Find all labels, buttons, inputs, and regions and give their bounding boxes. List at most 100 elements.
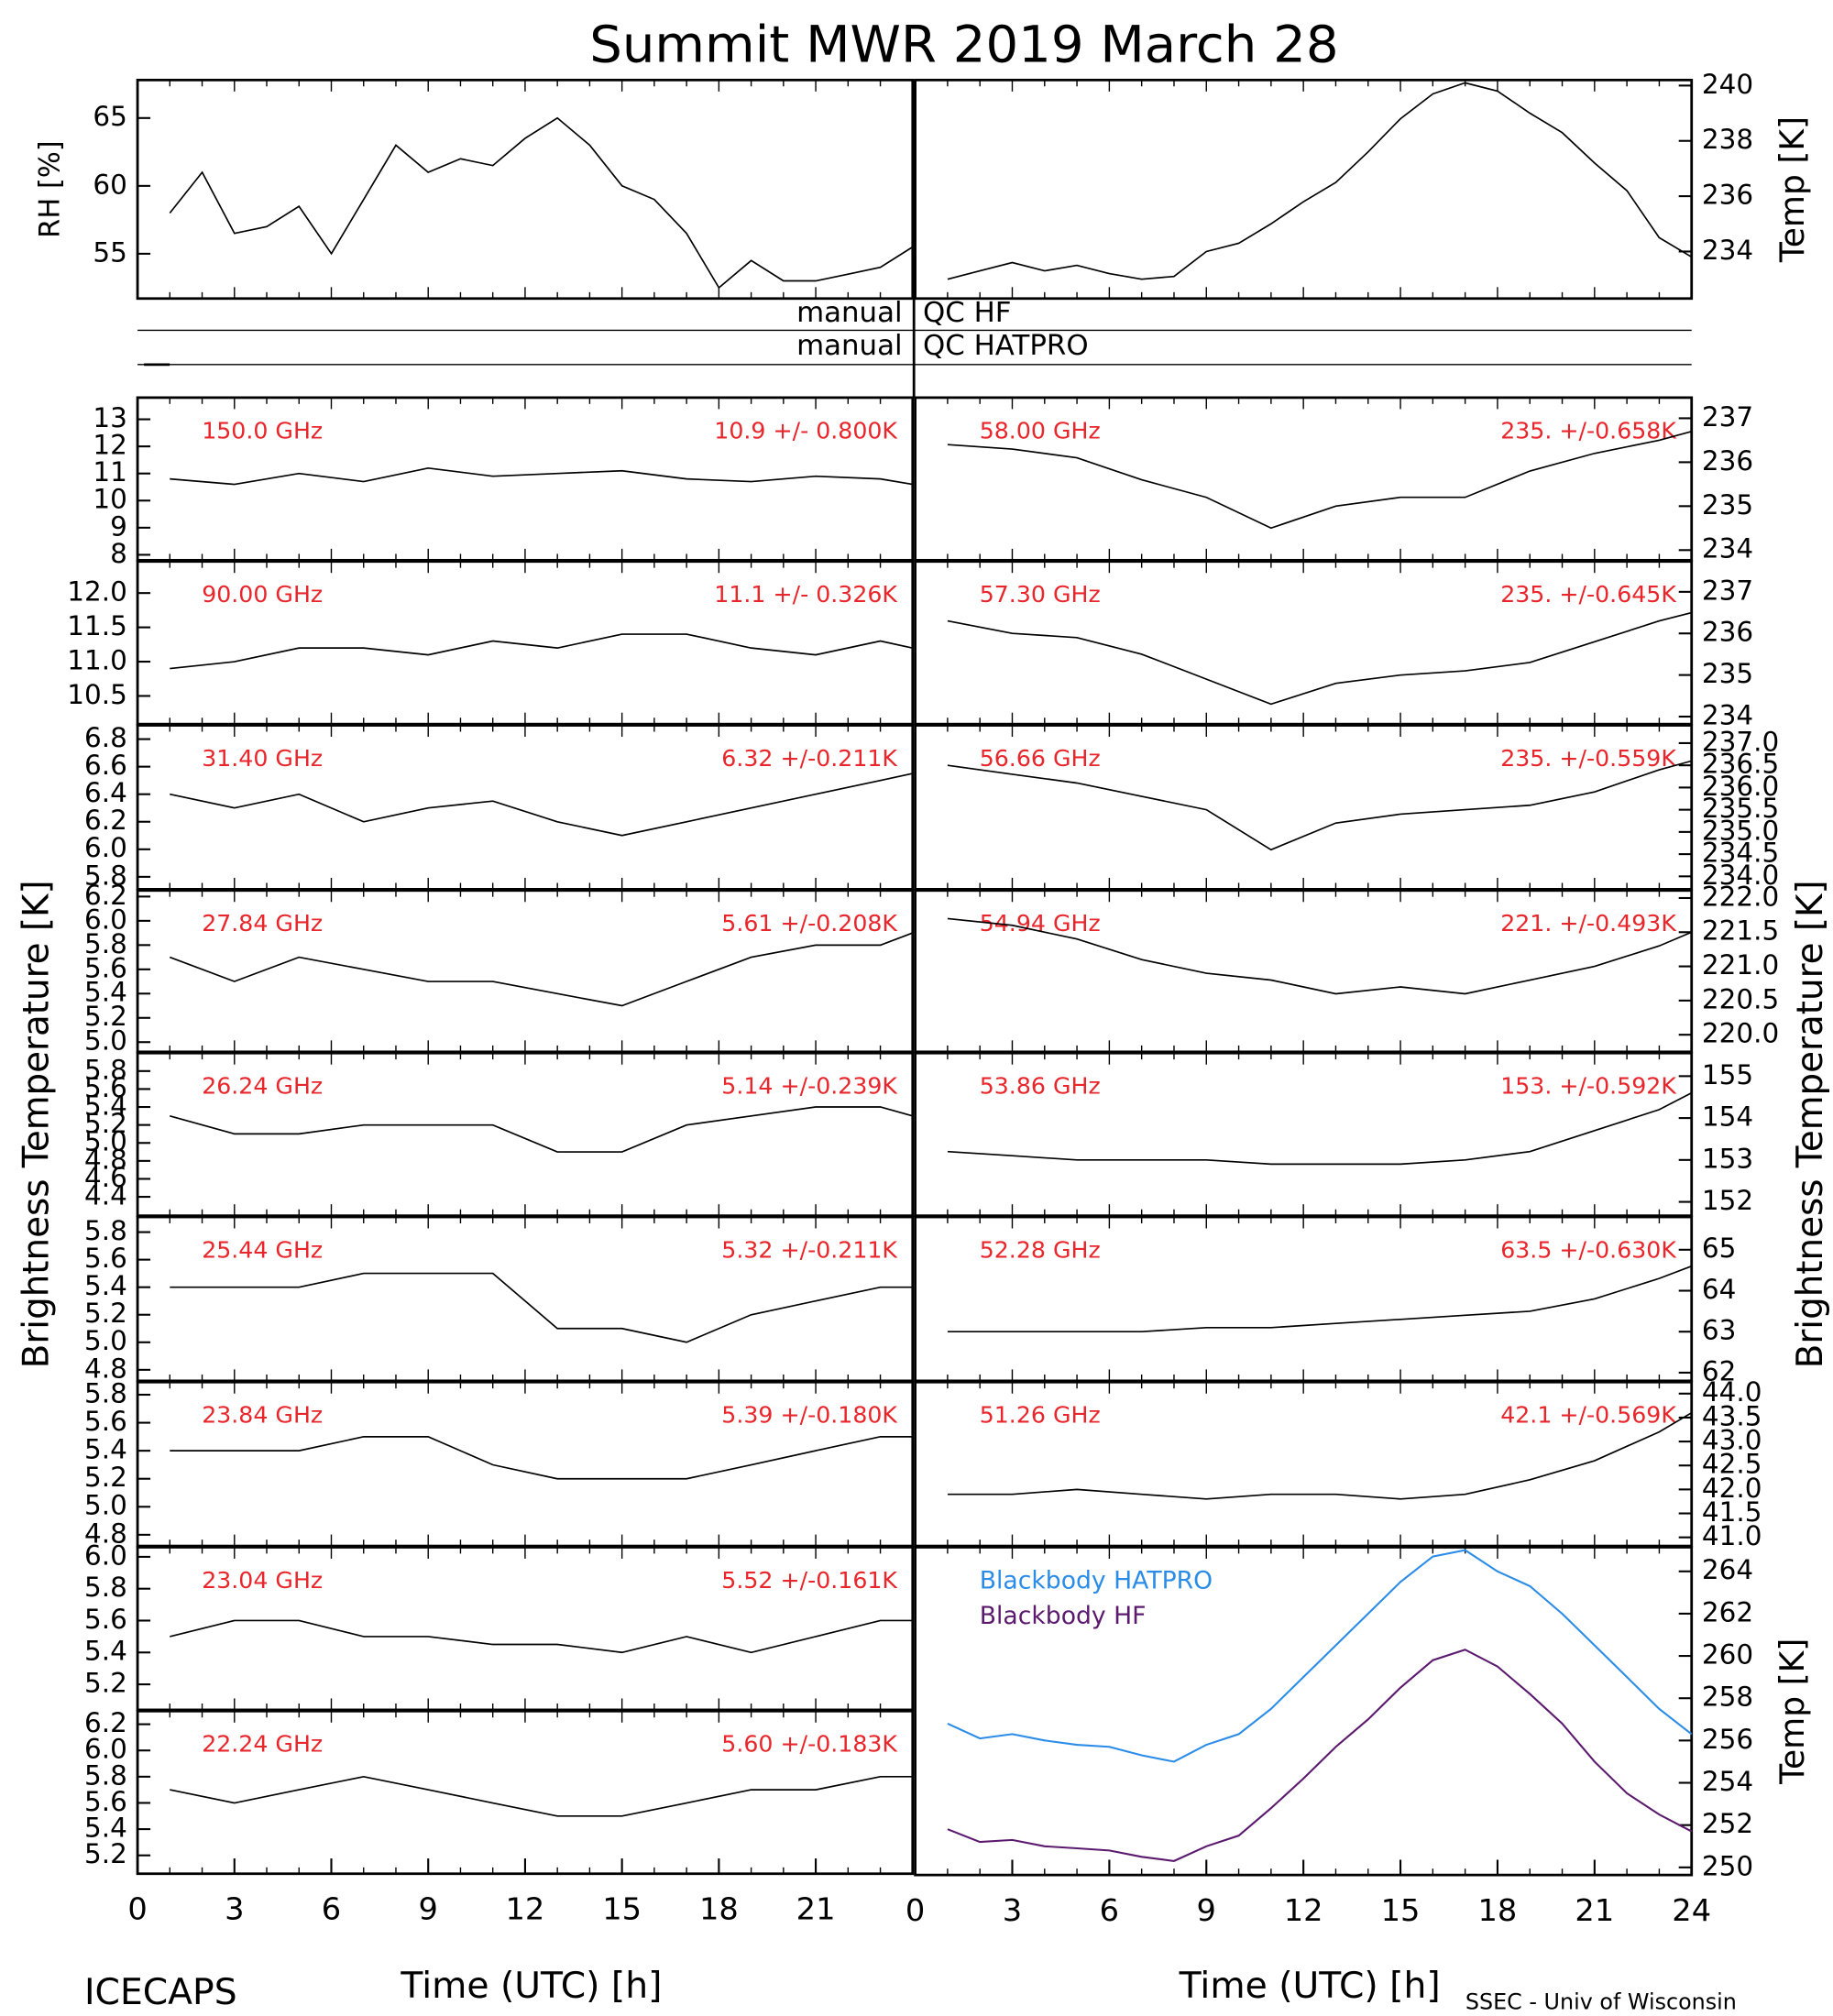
y-tick-label: 8	[110, 538, 127, 569]
legend-entry: Blackbody HATPRO	[980, 1566, 1213, 1594]
y-tick-label: 5.6	[84, 1072, 127, 1103]
y-tick-label: 235	[1702, 658, 1753, 689]
y-tick-label: 153	[1702, 1143, 1753, 1174]
y-axis-label: Brightness Temperature [K]	[1790, 880, 1831, 1368]
channel-stats: 5.60 +/-0.183K	[721, 1731, 897, 1758]
panel-frame	[914, 78, 1694, 301]
channel-stats: 5.14 +/-0.239K	[721, 1073, 897, 1100]
channel-label: 90.00 GHz	[202, 581, 323, 608]
x-tick-label: 6	[322, 1891, 341, 1927]
y-tick-label: 5.6	[84, 1406, 127, 1437]
y-tick-label: 236.5	[1702, 749, 1779, 780]
channel-label: 31.40 GHz	[202, 745, 323, 772]
y-tick-label: 262	[1702, 1597, 1753, 1628]
y-axis-label: Brightness Temperature [K]	[16, 880, 57, 1368]
data-line	[947, 82, 1693, 280]
figure-title: Summit MWR 2019 March 28	[589, 16, 1338, 75]
y-tick-label: 234	[1702, 235, 1753, 266]
data-line	[170, 1619, 913, 1654]
y-tick-label: 42.5	[1702, 1449, 1762, 1480]
data-line	[170, 1436, 913, 1480]
y-tick-label: 42.0	[1702, 1473, 1762, 1504]
channel-label: 53.86 GHz	[980, 1073, 1101, 1100]
y-tick-label: 5.4	[84, 1270, 127, 1301]
data-line	[947, 760, 1692, 851]
y-tick-label: 5.2	[84, 1298, 127, 1329]
y-axis-label: RH [%]	[34, 140, 66, 238]
y-tick-label: 237.0	[1702, 727, 1779, 758]
x-tick-label: 21	[1575, 1892, 1614, 1928]
data-line	[170, 772, 913, 837]
y-tick-label: 6.8	[84, 722, 127, 753]
x-tick-label: 9	[419, 1891, 438, 1927]
y-tick-label: 5.8	[84, 1378, 127, 1409]
y-tick-label: 237	[1702, 575, 1753, 606]
y-tick-label: 238	[1702, 124, 1753, 155]
y-tick-label: 5.6	[84, 952, 127, 983]
y-tick-label: 64	[1702, 1274, 1736, 1305]
y-tick-label: 6.0	[84, 1734, 127, 1765]
y-tick-label: 5.8	[84, 860, 127, 891]
y-tick-label: 63	[1702, 1315, 1736, 1346]
data-line	[170, 1106, 914, 1153]
channel-label: 22.24 GHz	[202, 1731, 323, 1758]
data-line	[947, 1649, 1693, 1862]
channel-label: 23.84 GHz	[202, 1402, 323, 1429]
data-line	[947, 1411, 1693, 1500]
channel-label: 25.44 GHz	[202, 1237, 323, 1264]
legend-entry: Blackbody HF	[980, 1602, 1147, 1630]
panel-frame	[136, 78, 915, 301]
qc-label: QC HF	[923, 297, 1012, 329]
y-tick-label: 4.8	[84, 1353, 127, 1384]
x-tick-label: 3	[1003, 1892, 1022, 1928]
data-line	[947, 611, 1692, 706]
channel-stats: 5.32 +/-0.211K	[721, 1237, 897, 1264]
channel-label: 150.0 GHz	[202, 417, 323, 444]
y-tick-label: 6.2	[84, 1707, 127, 1738]
y-tick-label: 254	[1702, 1766, 1753, 1797]
y-tick-label: 240	[1702, 69, 1753, 100]
data-line	[170, 1272, 913, 1343]
x-axis-label: Time (UTC) [h]	[400, 1966, 662, 2007]
data-line	[170, 466, 913, 486]
y-tick-label: 10.5	[67, 679, 127, 710]
x-tick-label: 15	[1381, 1892, 1421, 1928]
y-tick-label: 13	[93, 402, 126, 433]
y-tick-label: 5.8	[84, 1215, 127, 1246]
y-tick-label: 5.2	[84, 1108, 127, 1139]
qc-label: QC HATPRO	[923, 330, 1089, 362]
x-tick-label: 21	[796, 1891, 836, 1927]
y-tick-label: 236	[1702, 180, 1753, 211]
x-tick-label: 3	[225, 1891, 244, 1927]
y-tick-label: 234	[1702, 700, 1753, 731]
y-tick-label: 155	[1702, 1059, 1753, 1090]
channel-stats: 235. +/-0.559K	[1500, 745, 1676, 772]
y-tick-label: 5.0	[84, 1325, 127, 1356]
channel-label: 52.28 GHz	[980, 1237, 1101, 1264]
y-tick-label: 5.8	[84, 928, 127, 959]
channel-stats: 6.32 +/-0.211K	[721, 745, 897, 772]
y-tick-label: 5.8	[84, 1572, 127, 1603]
y-tick-label: 6.0	[84, 1540, 127, 1572]
y-tick-label: 236	[1702, 445, 1753, 477]
y-tick-label: 11	[93, 456, 126, 488]
channel-label: 27.84 GHz	[202, 910, 323, 937]
panel-frame	[914, 1546, 1694, 1877]
channel-label: 26.24 GHz	[202, 1073, 323, 1100]
y-tick-label: 260	[1702, 1639, 1753, 1671]
y-tick-label: 5.4	[84, 1090, 127, 1122]
data-line	[947, 1549, 1693, 1763]
data-line	[170, 633, 913, 670]
y-tick-label: 5.6	[84, 1243, 127, 1274]
channel-stats: 5.61 +/-0.208K	[721, 910, 897, 937]
y-tick-label: 258	[1702, 1682, 1753, 1713]
x-axis-label: Time (UTC) [h]	[1179, 1966, 1441, 2007]
footer-right: SSEC - Univ of Wisconsin	[1465, 1989, 1737, 2015]
y-tick-label: 5.4	[84, 977, 127, 1008]
channel-stats: 235. +/-0.658K	[1500, 417, 1676, 444]
y-tick-label: 5.4	[84, 1813, 127, 1844]
channel-stats: 221. +/-0.493K	[1500, 910, 1676, 937]
y-tick-label: 9	[110, 510, 127, 542]
channel-stats: 10.9 +/- 0.800K	[714, 417, 897, 444]
